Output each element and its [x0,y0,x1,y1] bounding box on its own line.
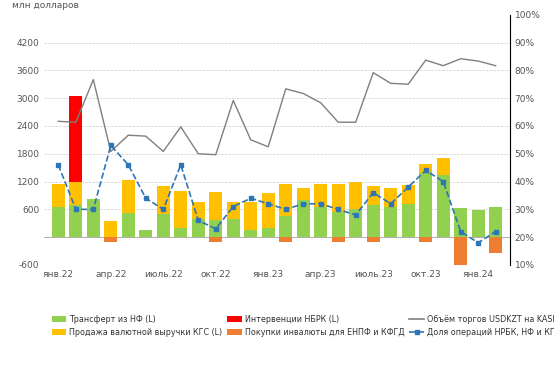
Bar [384,207,397,237]
Bar [261,228,275,237]
Bar [489,237,502,254]
Bar [104,221,117,237]
Bar [174,191,187,228]
Bar [367,186,380,205]
Bar [437,174,450,237]
Bar [454,208,467,237]
Bar [261,193,275,228]
Bar [332,237,345,242]
Text: млн долларов: млн долларов [12,1,79,10]
Bar [122,180,135,213]
Bar [402,204,415,237]
Bar [104,237,117,242]
Bar [297,188,310,200]
Bar [69,181,83,205]
Bar [209,237,222,242]
Bar [332,184,345,212]
Bar [139,230,152,237]
Bar [419,173,432,237]
Bar [349,209,362,237]
Bar [437,158,450,174]
Bar [192,202,205,219]
Bar [314,184,327,207]
Bar [471,210,485,237]
Bar [157,186,170,214]
Bar [489,207,502,237]
Bar [419,164,432,173]
Bar [227,202,240,219]
Bar [367,205,380,237]
Bar [209,220,222,237]
Bar [87,199,100,237]
Bar [419,237,432,242]
Bar [349,181,362,209]
Bar [454,237,467,265]
Bar [69,205,83,237]
Bar [174,228,187,237]
Bar [279,216,293,237]
Bar [157,214,170,237]
Bar [314,207,327,237]
Bar [52,207,65,237]
Bar [279,237,293,242]
Bar [367,237,380,242]
Bar [122,213,135,237]
Bar [52,184,65,207]
Legend: Трансферт из НФ (L), Продажа валютной выручки КГС (L), Интервенции НБРК (L), Пок: Трансферт из НФ (L), Продажа валютной вы… [48,312,554,340]
Bar [402,185,415,204]
Bar [332,212,345,237]
Bar [297,200,310,237]
Bar [227,219,240,237]
Bar [279,184,293,216]
Bar [69,96,83,181]
Bar [192,219,205,237]
Bar [244,202,257,230]
Bar [209,192,222,220]
Bar [244,230,257,237]
Bar [384,188,397,207]
